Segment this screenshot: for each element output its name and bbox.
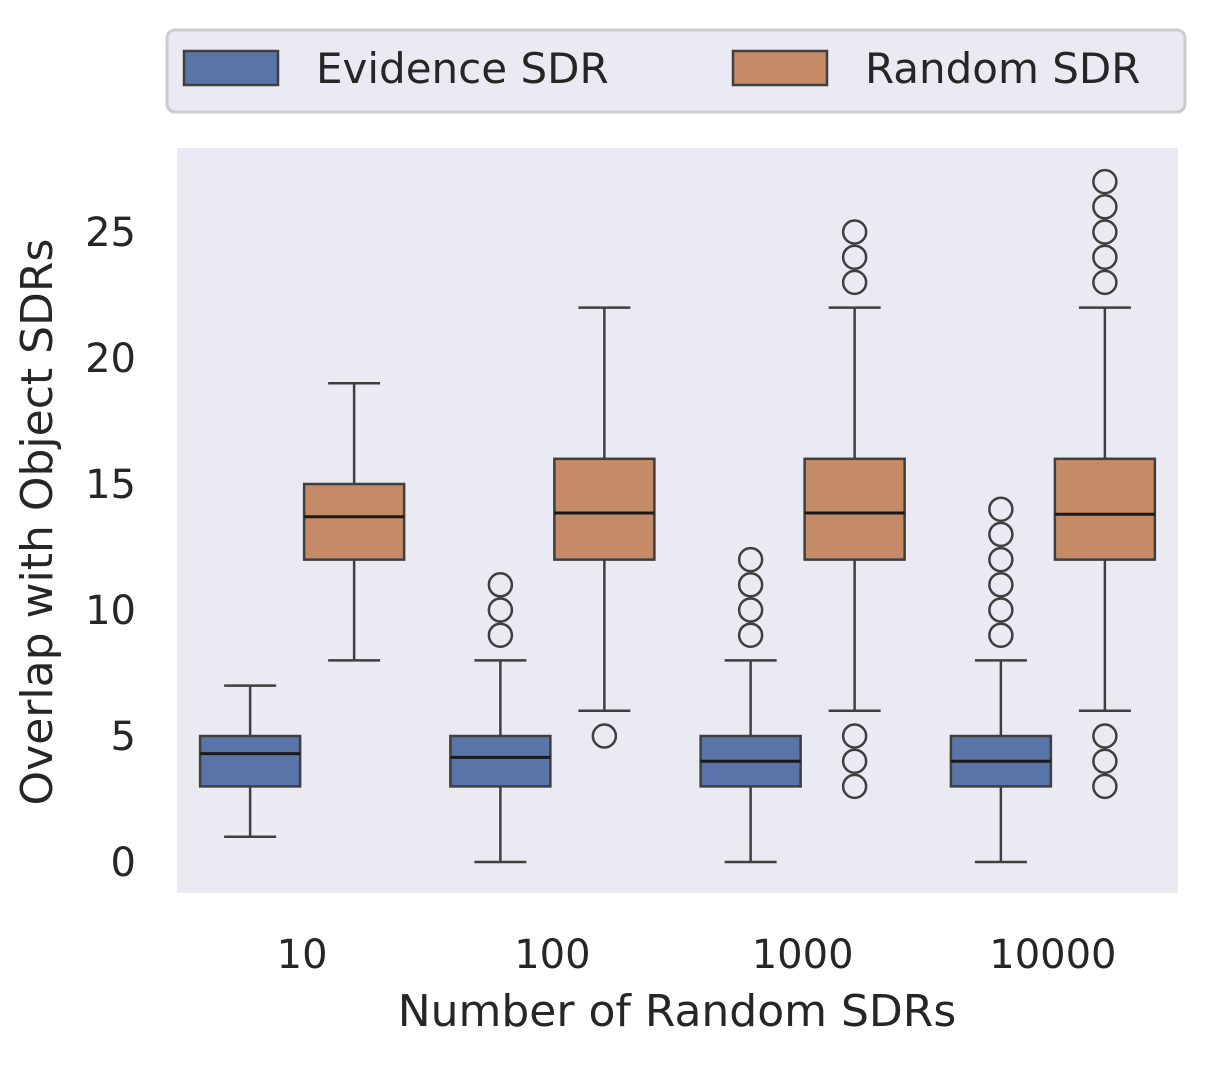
outlier-point bbox=[1092, 723, 1118, 749]
y-tick-label-5: 25 bbox=[85, 210, 136, 256]
outlier-point bbox=[841, 773, 868, 800]
outlier-point bbox=[737, 546, 764, 573]
box-evidence-sdr-100 bbox=[449, 572, 552, 864]
outlier-point bbox=[487, 597, 514, 623]
outlier-point bbox=[988, 546, 1014, 573]
outlier-point bbox=[1092, 244, 1118, 270]
outlier-point bbox=[1092, 773, 1118, 800]
box-body bbox=[803, 457, 906, 561]
box-body bbox=[302, 482, 406, 561]
box-random-sdr-100 bbox=[553, 306, 656, 749]
outlier-point bbox=[1092, 748, 1118, 774]
x-tick-label-1: 100 bbox=[514, 932, 590, 978]
y-tick-label-4: 20 bbox=[85, 336, 136, 382]
y-tick-label-3: 15 bbox=[85, 462, 136, 508]
y-tick-label-2: 10 bbox=[85, 588, 136, 634]
outlier-point bbox=[591, 723, 618, 749]
box-random-sdr-1000 bbox=[803, 219, 906, 800]
outlier-point bbox=[988, 496, 1014, 522]
outlier-point bbox=[988, 572, 1014, 598]
outlier-point bbox=[988, 597, 1014, 623]
box-body bbox=[449, 734, 552, 788]
x-tick-label-3: 10000 bbox=[989, 932, 1116, 978]
outlier-point bbox=[841, 723, 868, 749]
outlier-point bbox=[1092, 194, 1118, 220]
box-random-sdr-10000 bbox=[1053, 168, 1157, 800]
outlier-point bbox=[988, 622, 1014, 648]
box-evidence-sdr-1000 bbox=[699, 546, 802, 864]
outlier-point bbox=[1092, 219, 1118, 245]
outlier-point bbox=[841, 269, 868, 296]
outlier-point bbox=[487, 622, 514, 648]
box-body bbox=[198, 734, 302, 788]
outlier-point bbox=[1092, 269, 1118, 296]
outlier-point bbox=[841, 219, 868, 245]
x-axis-label: Number of Random SDRs bbox=[398, 986, 957, 1037]
box-body bbox=[553, 457, 656, 561]
box-random-sdr-10 bbox=[302, 381, 406, 662]
outlier-point bbox=[988, 521, 1014, 548]
legend-label: Random SDR bbox=[865, 44, 1140, 93]
box-groups bbox=[198, 168, 1157, 864]
outlier-point bbox=[737, 597, 764, 623]
y-axis-label: Overlap with Object SDRs bbox=[12, 239, 63, 806]
outlier-point bbox=[487, 572, 514, 598]
legend-frame bbox=[165, 28, 1187, 114]
outlier-point bbox=[737, 572, 764, 598]
outlier-point bbox=[841, 748, 868, 774]
box-evidence-sdr-10000 bbox=[949, 496, 1053, 864]
legend-swatch bbox=[182, 49, 280, 87]
legend-entry-0: Evidence SDR bbox=[182, 44, 609, 93]
legend-entry-1: Random SDR bbox=[731, 44, 1140, 93]
y-tick-label-0: 0 bbox=[111, 840, 136, 886]
outlier-point bbox=[841, 244, 868, 270]
y-axis: 0 5 10 15 20 25 bbox=[85, 210, 136, 886]
x-tick-label-2: 1000 bbox=[752, 932, 854, 978]
y-tick-label-1: 5 bbox=[111, 714, 136, 760]
legend-swatch bbox=[731, 49, 829, 87]
x-tick-label-0: 10 bbox=[277, 932, 328, 978]
box-evidence-sdr-10 bbox=[198, 684, 302, 839]
box-body bbox=[1053, 457, 1157, 561]
outlier-point bbox=[737, 622, 764, 648]
outlier-point bbox=[1092, 168, 1118, 195]
legend-label: Evidence SDR bbox=[316, 44, 609, 93]
legend: Evidence SDR Random SDR bbox=[182, 44, 1140, 93]
x-axis: 10 100 1000 10000 bbox=[277, 932, 1117, 978]
